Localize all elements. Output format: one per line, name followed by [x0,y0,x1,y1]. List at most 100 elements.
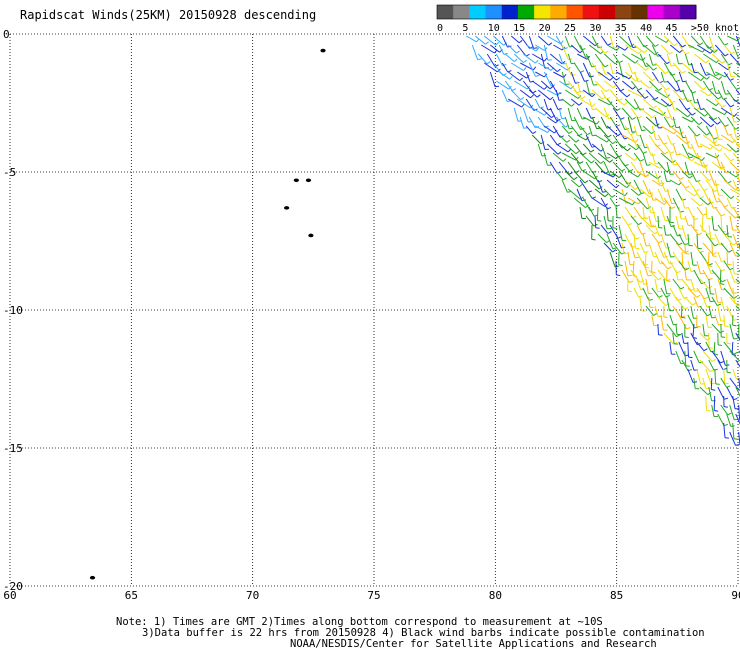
wind-barb [511,62,524,71]
wind-barb [732,98,740,105]
wind-barb [660,179,666,192]
wind-barb [564,116,570,129]
wind-barb [678,44,687,55]
wind-barb [558,107,563,119]
wind-barb [729,377,740,391]
wind-barb [732,422,735,439]
wind-barb [731,341,734,355]
wind-barb [573,143,584,156]
wind-barb [705,206,708,219]
lat-tick-label: 0 [3,28,10,41]
wind-barb-flag [684,336,689,339]
wind-barb [681,197,685,209]
wind-barb [666,323,677,337]
wind-barb [663,224,667,236]
wind-barb [705,368,712,385]
wind-barb [528,89,538,98]
wind-barb-flag [730,51,735,55]
wind-barb [564,89,579,99]
wind-barb-flag [721,60,726,64]
wind-barb-flag [610,173,615,176]
wind-barb [540,107,552,118]
lat-tick-label: -10 [3,304,23,317]
wind-barb [645,197,652,214]
island-marker [320,48,326,53]
wind-barb [603,161,611,176]
wind-barb-flag [616,77,621,81]
wind-barb [654,116,659,129]
wind-barb-flag [644,251,649,253]
wind-barb [648,242,655,257]
wind-barb [543,152,548,166]
wind-barb [561,152,577,161]
wind-barb [657,188,665,202]
wind-barb-flag [548,42,553,46]
wind-barb [594,188,606,198]
wind-barb [723,206,736,219]
wind-barb [636,224,643,235]
wind-barb [711,107,725,116]
wind-barb [567,80,578,94]
wind-barb [687,287,698,298]
wind-barb [510,35,520,44]
wind-barb-flag [685,185,690,189]
wind-barb [720,161,727,173]
wind-barb-flag [720,213,725,217]
wind-barb [690,278,695,292]
wind-barb [633,71,639,82]
wind-barb-flag [669,51,673,55]
wind-barb-flag [727,180,732,184]
wind-barb [663,197,672,209]
wind-barb-flag [596,120,600,125]
wind-barb [726,62,732,77]
wind-barb-flag [735,187,740,191]
wind-barb [654,251,661,265]
wind-barb-flag [702,213,707,216]
wind-barb [508,71,521,82]
wind-barb [720,134,733,144]
wind-barb [591,143,602,152]
wind-barb [543,71,552,87]
wind-barb-flag [708,347,713,349]
wind-barb [696,98,702,110]
wind-barb-flag [730,195,735,200]
wind-barb [582,197,591,211]
wind-barb [675,107,689,118]
wind-barb [672,251,681,264]
colorbar-label: 45 [666,23,678,34]
wind-barb-flag [590,160,595,164]
wind-barb [708,143,720,152]
wind-barb-flag [477,58,482,61]
lon-tick-label: 65 [125,589,138,602]
wind-barb [618,224,623,241]
wind-barb-flag [715,383,720,385]
wind-barb [573,62,581,73]
wind-barb-flag [567,148,572,153]
wind-barb [522,107,529,123]
wind-barb-flag [535,47,540,52]
wind-barb-flag [679,176,684,180]
wind-barb-flag [669,221,674,224]
wind-barb [681,62,694,73]
wind-barb [570,179,580,188]
wind-barb-flag [710,300,715,303]
wind-barb [648,269,659,281]
wind-barb-flag [699,361,704,364]
colorbar-swatch [631,5,648,19]
wind-barb-flag [723,423,728,427]
wind-barb-flag [673,323,678,326]
wind-barb-flag [519,77,524,81]
colorbar-swatch [453,5,470,19]
wind-barb [684,107,693,116]
wind-barb [708,62,716,76]
wind-barb [657,242,665,258]
wind-barb [645,143,652,156]
wind-barb [729,53,740,66]
wind-barb [672,62,683,74]
wind-barb [639,242,645,253]
wind-barb [719,269,722,284]
wind-barb [723,422,726,438]
wind-barb [678,287,685,299]
wind-barb [639,134,646,148]
